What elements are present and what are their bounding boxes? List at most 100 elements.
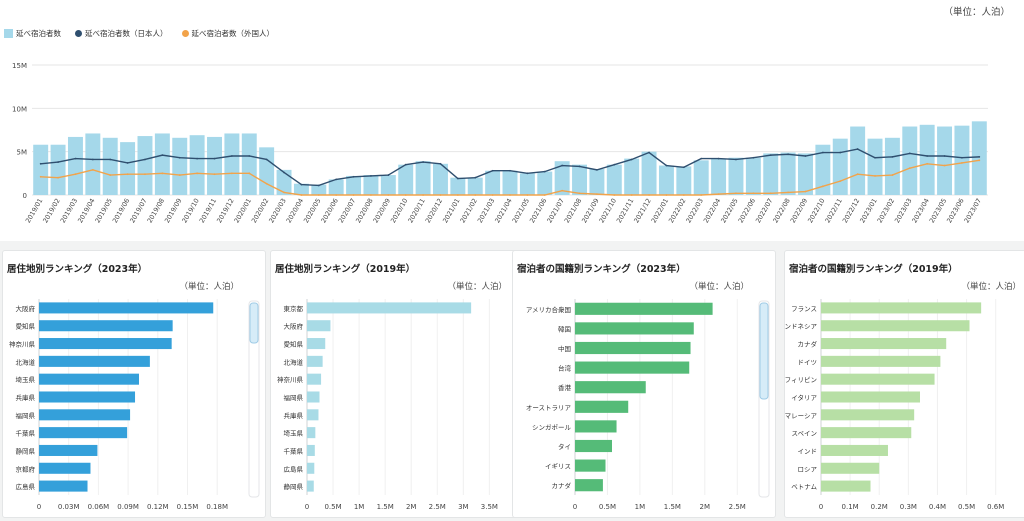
point-japanese — [613, 163, 616, 166]
bar-total — [971, 121, 987, 195]
bar-total — [763, 153, 779, 195]
ranking-panel-residence-2019: 居住地別ランキング（2019年） （単位：人泊） 0 0.5M 1M 1.5M 2M 2.… — [270, 250, 534, 518]
bar — [575, 479, 603, 492]
category-label: 北海道 — [16, 357, 36, 366]
bar-total — [241, 133, 257, 195]
point-japanese — [961, 156, 963, 159]
bar-total — [745, 157, 761, 195]
bar — [575, 341, 691, 355]
point-japanese — [126, 162, 129, 164]
bar — [821, 302, 982, 314]
point-japanese — [648, 151, 650, 154]
category-label: 愛知県 — [284, 340, 304, 349]
x-tick-label: 0.15M — [177, 503, 199, 511]
category-label: 福岡県 — [284, 393, 304, 402]
category-label: フランス — [791, 305, 817, 313]
point-foreign — [474, 194, 477, 196]
bar-total — [189, 135, 205, 195]
point-japanese — [213, 157, 216, 160]
ranking-scrollbar[interactable] — [758, 300, 770, 498]
x-tick-label: 0.5M — [324, 503, 341, 511]
point-foreign — [404, 194, 407, 196]
bar-total — [398, 164, 414, 195]
bar-total — [676, 166, 692, 195]
bar-total — [50, 144, 66, 195]
bar-total — [711, 158, 727, 195]
point-foreign — [839, 180, 842, 183]
x-tick-label: 0.03M — [58, 503, 80, 511]
bar — [307, 444, 315, 456]
ranking-chart-nationality-2023: 0 0.5M 1M 1.5M 2M 2.5M アメリカ合衆国韓国中国台湾香港オーストラリアシ… — [526, 299, 770, 511]
ranking-scrollbar[interactable] — [248, 300, 260, 498]
bar — [39, 480, 88, 492]
point-japanese — [665, 164, 668, 167]
bar — [821, 373, 935, 385]
bar — [307, 391, 320, 403]
point-japanese — [109, 158, 112, 161]
x-tick-label: 2023/07 — [963, 197, 983, 224]
point-japanese — [543, 170, 546, 173]
category-label: 広島県 — [16, 482, 36, 491]
bar — [307, 427, 316, 439]
category-label: 北海道 — [284, 357, 304, 366]
bar — [307, 355, 323, 367]
point-japanese — [230, 155, 233, 157]
point-japanese — [926, 155, 929, 157]
point-japanese — [178, 156, 181, 159]
y-tick-label: 0 — [23, 192, 27, 200]
bar — [307, 338, 326, 350]
category-label: 中国 — [558, 344, 571, 353]
point-foreign — [787, 191, 790, 194]
panel-title: 宿泊者の国籍別ランキング（2019年） — [789, 264, 958, 275]
category-label: カナダ — [798, 340, 818, 349]
x-tick-label: 2.5M — [429, 503, 446, 511]
point-japanese — [144, 158, 146, 161]
point-foreign — [317, 194, 320, 196]
point-japanese — [317, 184, 320, 187]
point-japanese — [335, 178, 338, 181]
legend-item-total[interactable]: 延べ宿泊者数 — [4, 28, 61, 39]
legend-item-japanese[interactable]: 延べ宿泊者数（日本人） — [75, 28, 168, 39]
bar — [575, 439, 612, 453]
ranking-chart-residence-2023: 0 0.03M 0.06M 0.09M 0.12M 0.15M 0.18M 大阪府愛知県神奈川… — [9, 299, 260, 511]
bar — [307, 373, 322, 385]
category-label: 静岡県 — [16, 446, 36, 455]
bar-total — [884, 137, 900, 195]
point-japanese — [787, 153, 790, 156]
legend-item-foreign[interactable]: 延べ宿泊者数（外国人） — [181, 28, 274, 39]
category-label: イタリア — [791, 393, 817, 402]
bar — [821, 480, 871, 492]
category-label: ドイツ — [798, 358, 818, 366]
bar-total — [33, 144, 49, 195]
category-label: 神奈川県 — [9, 340, 36, 349]
x-tick-label: 1M — [354, 503, 365, 511]
x-tick-label: 0.4M — [929, 503, 946, 511]
point-japanese — [526, 172, 529, 175]
legend-swatch-total — [4, 29, 13, 38]
panel-title: 居住地別ランキング（2023年） — [7, 264, 148, 275]
point-foreign — [543, 194, 546, 196]
x-tick-label: 0.6M — [987, 503, 1004, 511]
category-label: 静岡県 — [284, 482, 304, 491]
x-tick-label: 0.06M — [88, 503, 110, 511]
bar-total — [815, 144, 831, 195]
bar-total — [937, 126, 953, 195]
bar-total — [850, 126, 866, 195]
bar-total — [172, 137, 188, 195]
bar-total — [224, 133, 240, 195]
category-label: ベトナム — [791, 483, 817, 491]
point-japanese — [943, 155, 946, 157]
bar — [821, 409, 915, 421]
point-foreign — [561, 189, 564, 192]
category-label: 埼玉県 — [16, 375, 36, 384]
bar-total — [432, 163, 448, 195]
category-label: 兵庫県 — [284, 411, 304, 420]
x-tick-label: 1.5M — [377, 503, 394, 511]
bar-total — [328, 179, 344, 195]
x-tick-label: 0.12M — [147, 503, 169, 511]
scrollbar-track — [248, 300, 260, 498]
point-foreign — [752, 192, 755, 195]
category-label: イギリス — [545, 463, 571, 471]
bar-total — [624, 158, 640, 195]
bar — [39, 373, 139, 385]
